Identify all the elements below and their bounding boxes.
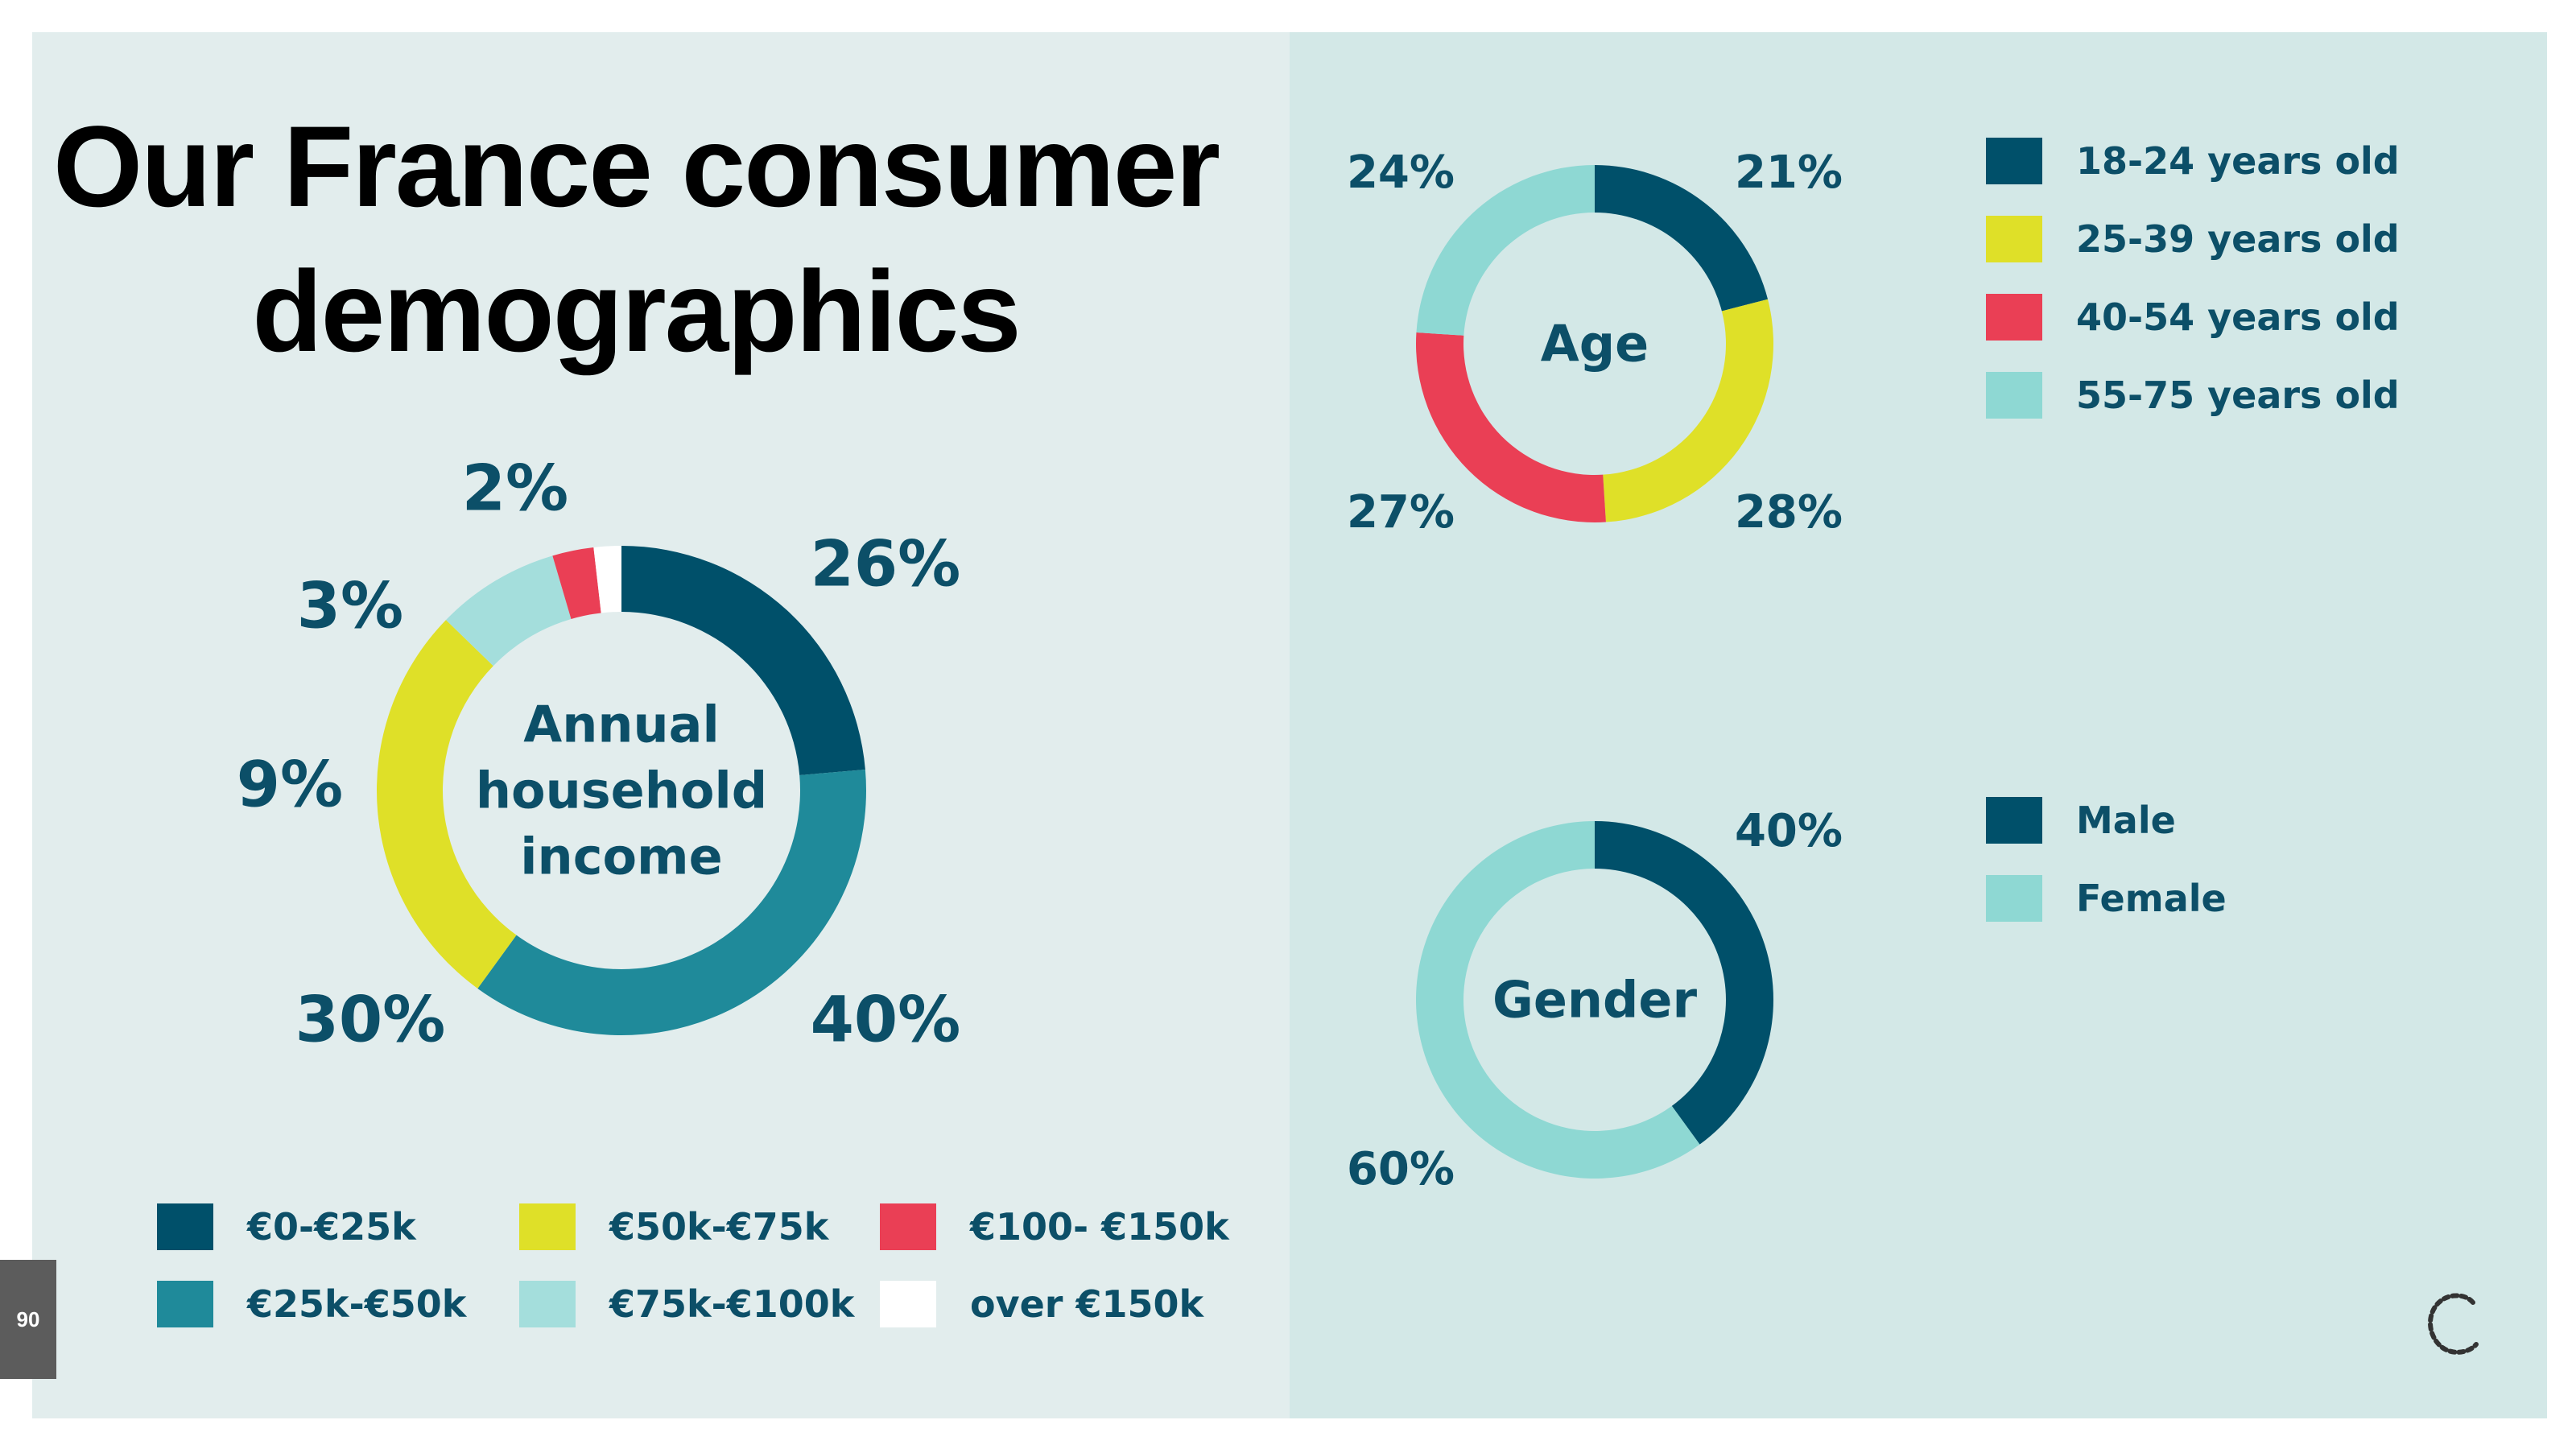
income-legend-item-75k-100k: €75k-€100k: [519, 1276, 854, 1332]
income-legend-item-0-25k: €0-€25k: [157, 1199, 416, 1255]
age-legend-item-18-24-years-old: 18-24 years old: [1986, 133, 2400, 189]
income-legend-item-100-150k: €100- €150k: [880, 1199, 1229, 1255]
age-slice-55-75-years-old: [1416, 165, 1595, 336]
legend-swatch: [519, 1281, 576, 1327]
legend-swatch: [519, 1203, 576, 1250]
income-slice-0-25k: [621, 546, 865, 776]
age-slice-40-54-years-old: [1416, 332, 1606, 522]
legend-label: €25k-€50k: [247, 1282, 467, 1326]
income-pct-label-100-150k: 3%: [297, 570, 403, 642]
gender-pct-label-male: 40%: [1735, 805, 1843, 857]
gender-donut: [1415, 821, 1773, 1179]
income-pct-label-0-25k: 26%: [811, 528, 961, 601]
gender-legend-item-male: Male: [1986, 792, 2176, 848]
age-pct-label-18-24-years-old: 21%: [1735, 147, 1843, 199]
legend-label: Male: [2076, 799, 2176, 842]
legend-swatch: [1986, 875, 2042, 922]
income-slice-100-150k: [552, 547, 601, 619]
income-center-label: Annual: [523, 696, 720, 754]
age-donut: [1416, 165, 1773, 522]
page-number: 90: [0, 1260, 56, 1379]
legend-swatch: [1986, 797, 2042, 844]
legend-swatch: [880, 1281, 936, 1327]
legend-swatch: [1986, 216, 2042, 262]
legend-label: Female: [2076, 877, 2227, 920]
legend-label: €75k-€100k: [609, 1282, 855, 1326]
income-legend-item-50k-75k: €50k-€75k: [519, 1199, 828, 1255]
legend-label: 18-24 years old: [2076, 139, 2400, 183]
gender-slice-male: [1595, 821, 1773, 1145]
legend-swatch: [1986, 372, 2042, 419]
legend-label: €50k-€75k: [609, 1205, 829, 1249]
income-slice-over-150k: [593, 546, 621, 613]
age-pct-label-25-39-years-old: 28%: [1735, 486, 1843, 539]
gender-pct-label-female: 60%: [1347, 1143, 1455, 1195]
age-legend-item-25-39-years-old: 25-39 years old: [1986, 211, 2400, 267]
age-slice-18-24-years-old: [1595, 165, 1769, 312]
age-center-label: Age: [1541, 315, 1649, 374]
legend-swatch: [1986, 294, 2042, 341]
age-legend-item-55-75-years-old: 55-75 years old: [1986, 367, 2400, 423]
income-slice-50k-75k: [377, 620, 517, 989]
legend-label: €100- €150k: [970, 1205, 1229, 1249]
legend-label: €0-€25k: [247, 1205, 416, 1249]
left-panel: [32, 32, 1290, 1418]
income-legend-item-over-150k: over €150k: [880, 1276, 1203, 1332]
income-slice-75k-100k: [445, 555, 572, 667]
income-pct-label-50k-75k: 30%: [295, 984, 446, 1056]
income-center-label: household: [476, 762, 767, 820]
income-pct-label-75k-100k: 9%: [237, 749, 343, 821]
income-legend-item-25k-50k: €25k-€50k: [157, 1276, 466, 1332]
legend-label: 25-39 years old: [2076, 217, 2400, 261]
legend-swatch: [157, 1281, 213, 1327]
income-slice-25k-50k: [477, 769, 866, 1035]
page-title: Our France consumer demographics: [52, 103, 1220, 376]
right-panel: [1290, 32, 2547, 1418]
brand-logo-icon: [2428, 1293, 2479, 1355]
age-legend-item-40-54-years-old: 40-54 years old: [1986, 289, 2400, 345]
legend-swatch: [880, 1203, 936, 1250]
gender-legend-item-female: Female: [1986, 870, 2227, 927]
legend-label: over €150k: [970, 1282, 1204, 1326]
legend-swatch: [1986, 138, 2042, 184]
age-slice-25-39-years-old: [1603, 299, 1773, 522]
income-donut: [377, 546, 866, 1035]
income-center-label: income: [520, 828, 722, 886]
age-pct-label-55-75-years-old: 24%: [1347, 147, 1455, 199]
age-pct-label-40-54-years-old: 27%: [1347, 486, 1455, 539]
legend-swatch: [157, 1203, 213, 1250]
legend-label: 55-75 years old: [2076, 374, 2400, 417]
income-pct-label-over-150k: 2%: [462, 452, 568, 525]
income-pct-label-25k-50k: 40%: [811, 984, 961, 1056]
gender-slice-female: [1415, 821, 1700, 1179]
legend-label: 40-54 years old: [2076, 295, 2400, 339]
gender-center-label: Gender: [1492, 971, 1698, 1030]
